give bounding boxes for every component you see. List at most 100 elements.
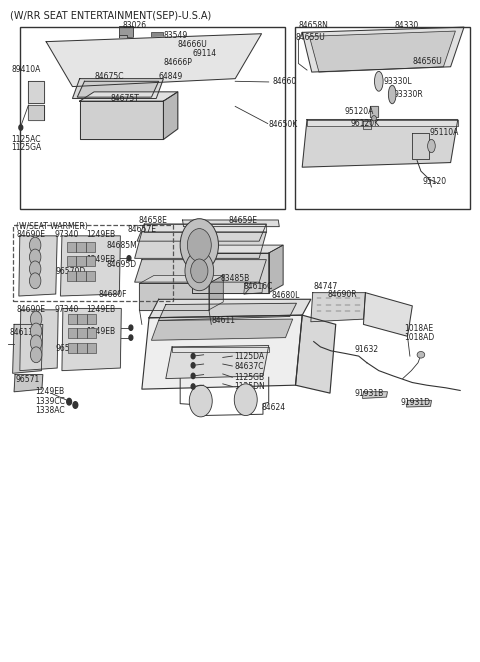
Bar (76, 256, 86, 266)
Polygon shape (362, 392, 387, 399)
Bar (68, 328, 77, 338)
Text: 1018AE: 1018AE (405, 324, 434, 333)
Polygon shape (144, 224, 266, 232)
Bar (68, 343, 77, 353)
Text: 97340: 97340 (54, 305, 79, 314)
Polygon shape (302, 120, 458, 167)
Polygon shape (166, 346, 269, 379)
Ellipse shape (388, 85, 396, 104)
Bar (87, 314, 96, 324)
Polygon shape (163, 92, 178, 140)
Bar (67, 271, 76, 281)
Circle shape (67, 399, 72, 405)
Circle shape (191, 363, 195, 368)
Text: 1125DA: 1125DA (234, 352, 264, 361)
Bar (173, 51, 183, 58)
Polygon shape (19, 236, 57, 296)
Circle shape (185, 251, 214, 291)
Circle shape (29, 237, 41, 253)
Polygon shape (296, 315, 336, 393)
Text: 96570D: 96570D (56, 267, 86, 276)
Bar (77, 343, 87, 353)
Bar (120, 35, 127, 42)
Polygon shape (363, 121, 371, 129)
Circle shape (187, 228, 211, 261)
Text: 89410A: 89410A (11, 65, 41, 74)
Polygon shape (140, 275, 223, 283)
Text: 84657E: 84657E (128, 225, 156, 234)
Text: 91931B: 91931B (355, 389, 384, 398)
Circle shape (73, 402, 78, 408)
Polygon shape (80, 101, 163, 140)
Polygon shape (20, 310, 58, 371)
Bar (76, 271, 86, 281)
Polygon shape (135, 232, 266, 258)
Polygon shape (14, 375, 43, 392)
Text: 84611: 84611 (211, 316, 235, 325)
Polygon shape (142, 315, 302, 389)
Polygon shape (370, 107, 378, 117)
Circle shape (180, 218, 218, 271)
Text: 84685M: 84685M (107, 240, 138, 250)
Text: 96571: 96571 (15, 375, 39, 385)
Text: 84659E: 84659E (228, 216, 257, 224)
Bar (86, 256, 96, 266)
Text: 84690E: 84690E (16, 305, 45, 314)
Text: 84656U: 84656U (412, 57, 442, 66)
Polygon shape (311, 293, 365, 322)
Text: 91632: 91632 (355, 345, 379, 354)
Ellipse shape (374, 71, 383, 91)
Circle shape (30, 347, 42, 363)
Circle shape (189, 385, 212, 417)
Text: 93330R: 93330R (393, 90, 423, 99)
Bar (152, 32, 163, 40)
Text: 96120K: 96120K (350, 119, 379, 128)
Polygon shape (62, 308, 121, 371)
Polygon shape (192, 245, 283, 253)
Text: 1338AC: 1338AC (35, 406, 65, 415)
Circle shape (30, 323, 42, 339)
Polygon shape (72, 79, 163, 99)
Polygon shape (209, 275, 223, 310)
Polygon shape (28, 105, 44, 120)
Text: 84680L: 84680L (271, 291, 300, 301)
Text: 84658N: 84658N (299, 21, 328, 30)
Bar (76, 242, 86, 252)
Text: 69114: 69114 (192, 49, 216, 58)
Circle shape (191, 259, 208, 283)
Text: 84747: 84747 (314, 281, 338, 291)
Ellipse shape (428, 140, 435, 153)
Bar (77, 314, 87, 324)
Polygon shape (363, 293, 412, 336)
Polygon shape (135, 260, 266, 282)
Bar (152, 42, 161, 49)
Text: 1249EB: 1249EB (86, 305, 115, 314)
Text: 64849: 64849 (158, 71, 183, 81)
Bar (67, 256, 76, 266)
Bar (67, 242, 76, 252)
Text: 97340: 97340 (54, 230, 79, 239)
Text: 84675T: 84675T (111, 94, 140, 103)
Text: 1125GB: 1125GB (234, 373, 264, 382)
Polygon shape (407, 401, 432, 407)
Text: 1125GA: 1125GA (11, 143, 41, 152)
Polygon shape (80, 92, 178, 101)
Text: 83549: 83549 (163, 30, 188, 40)
Ellipse shape (417, 352, 425, 358)
Text: 1018AD: 1018AD (405, 333, 435, 342)
Text: 1249EB: 1249EB (86, 326, 115, 336)
Polygon shape (137, 224, 266, 241)
Text: 84695D: 84695D (107, 260, 137, 269)
Circle shape (29, 261, 41, 277)
Circle shape (191, 373, 195, 379)
Bar (295, 27, 470, 209)
Polygon shape (60, 236, 120, 296)
Text: 93330L: 93330L (384, 77, 412, 86)
Polygon shape (244, 283, 263, 294)
Polygon shape (302, 27, 464, 72)
Text: 84637C: 84637C (234, 361, 264, 371)
Bar (20, 27, 286, 209)
Bar (120, 26, 133, 37)
Polygon shape (77, 81, 158, 97)
Text: 84675C: 84675C (94, 71, 123, 81)
